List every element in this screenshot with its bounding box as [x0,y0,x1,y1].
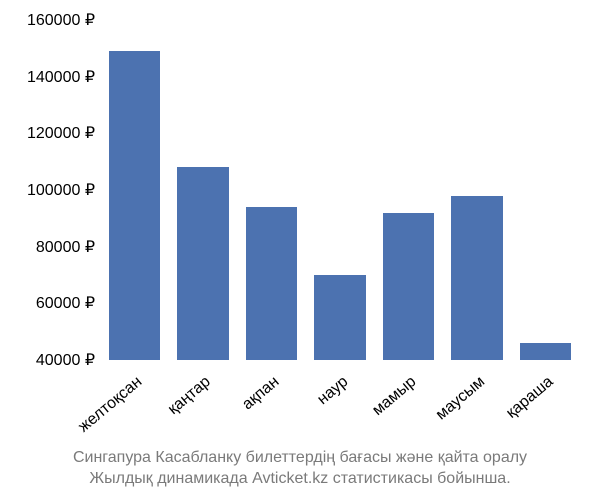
bar [314,275,365,360]
chart-caption: Сингапура Касабланку билеттердің бағасы … [0,447,600,490]
plot-area [100,20,580,360]
y-tick-label: 100000 ₽ [0,180,95,200]
x-tick-label: ақпан [239,373,283,414]
bar [109,51,160,360]
x-tick-label: желтоқсан [75,373,146,436]
x-axis-labels: желтоқсанқаңтарақпаннаурмамырмаусымқараш… [100,365,580,445]
y-tick-label: 120000 ₽ [0,123,95,143]
caption-line-1: Сингапура Касабланку билеттердің бағасы … [0,447,600,469]
x-tick-label: маусым [433,373,489,424]
y-tick-label: 80000 ₽ [0,237,95,257]
bar [246,207,297,360]
y-tick-label: 160000 ₽ [0,10,95,30]
y-tick-label: 40000 ₽ [0,350,95,370]
caption-line-2: Жылдық динамикада Avticket.kz статистика… [0,468,600,490]
y-tick-label: 60000 ₽ [0,293,95,313]
bar [383,213,434,360]
y-tick-label: 140000 ₽ [0,67,95,87]
x-tick-label: мамыр [369,373,420,420]
y-axis: 40000 ₽60000 ₽80000 ₽100000 ₽120000 ₽140… [0,20,95,360]
x-tick-label: қараша [503,373,557,422]
x-tick-label: қаңтар [165,373,215,419]
bar [520,343,571,360]
x-tick-label: наур [314,373,352,409]
bar [451,196,502,360]
bar [177,167,228,360]
bars-group [100,20,580,360]
chart-container: 40000 ₽ 60000 ₽ 80000 ₽ 100000 ₽ 120000 ₽ 140… [0,0,600,500]
